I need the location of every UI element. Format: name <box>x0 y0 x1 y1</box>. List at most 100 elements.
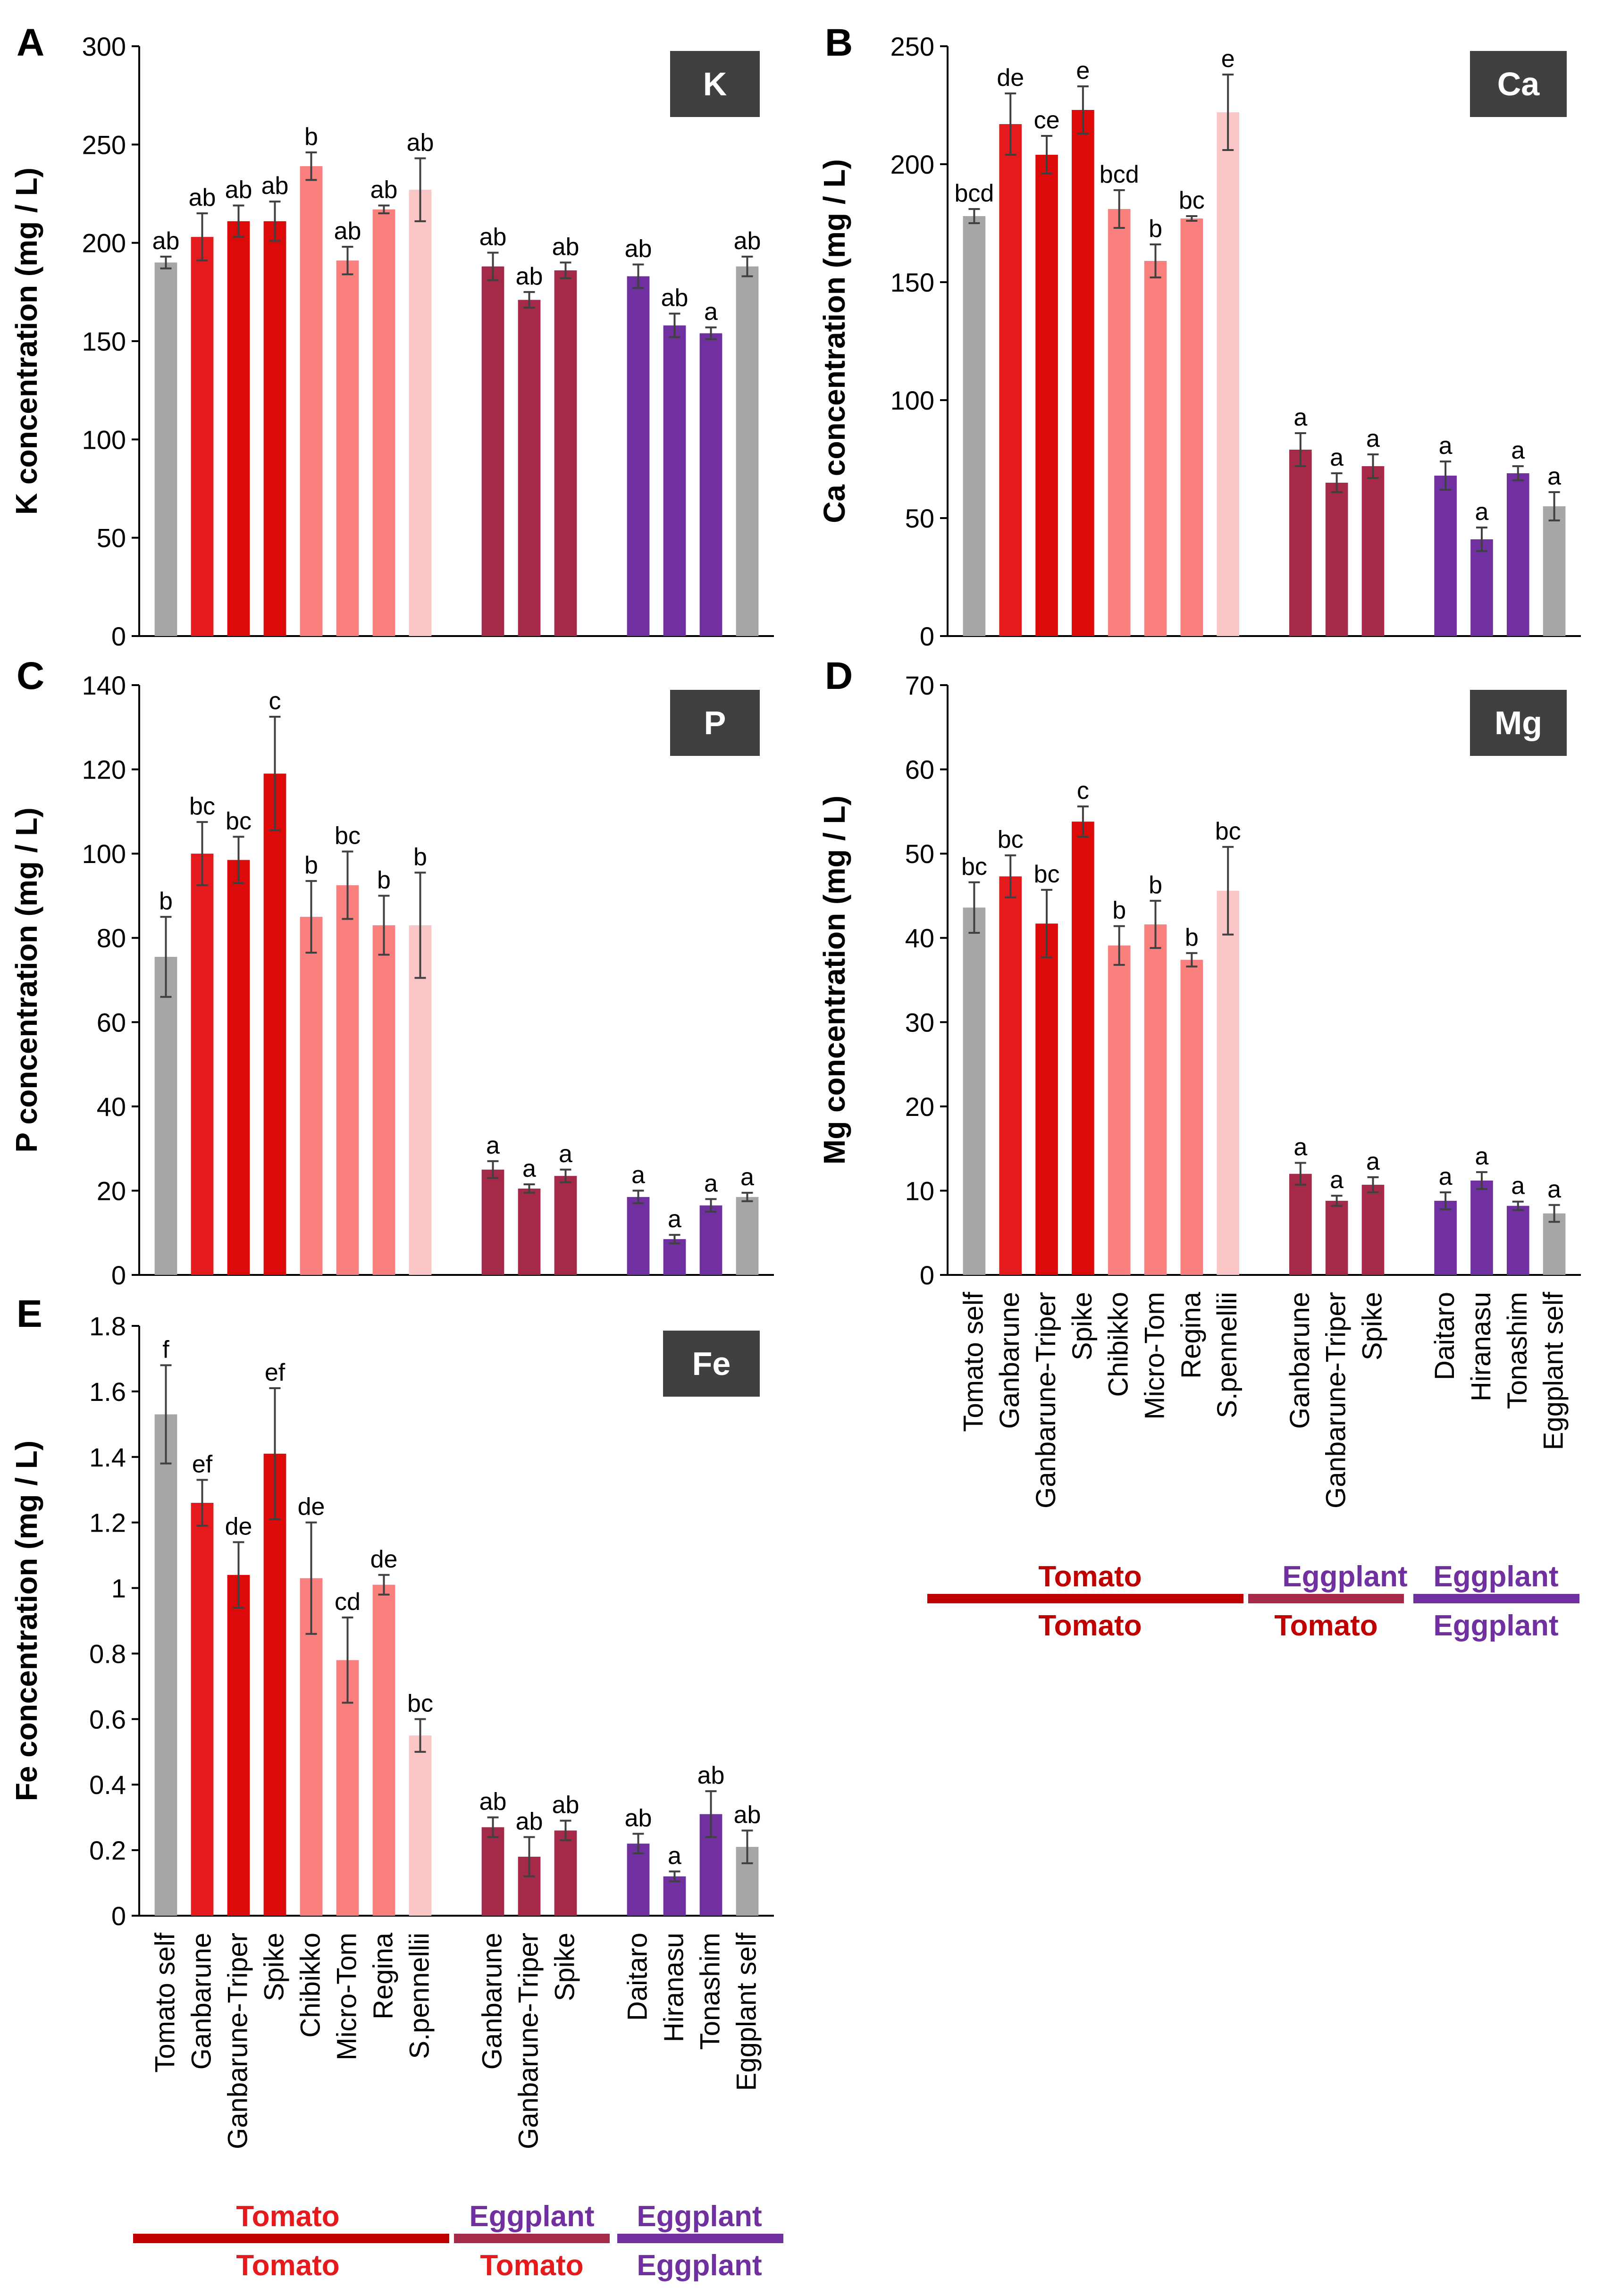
p-y-tick-label: 60 <box>97 1007 126 1037</box>
fe-y-tick-label: 0.6 <box>89 1704 126 1734</box>
group-bar-eggplant-e <box>617 2234 783 2243</box>
ca-significance-letter-ganbarune: a <box>1293 404 1307 431</box>
mg-bar-regina <box>1180 960 1203 1275</box>
group-bar-tomato-e <box>133 2234 449 2243</box>
ca-significance-letter-ganbarune-triper: a <box>1330 444 1344 471</box>
fe-category-label-ganbarune: Ganbarune <box>186 1933 217 2070</box>
fe-category-label-daitaro: Daitaro <box>622 1933 653 2021</box>
group-bar-mixed <box>1248 1594 1404 1603</box>
fe-category-label-ganbarune: Ganbarune <box>477 1933 508 2070</box>
mg-y-tick-label: 60 <box>905 755 934 785</box>
group-legend-left: Tomato Tomato Eggplant Tomato Eggplant E… <box>133 2200 783 2282</box>
mg-y-tick-label: 0 <box>920 1260 934 1290</box>
k-y-tick-label: 0 <box>111 621 126 651</box>
mg-significance-letter-regina: b <box>1185 924 1199 951</box>
fe-y-axis-title: Fe concentration (mg / L) <box>9 1441 43 1801</box>
p-significance-letter-ganbarune-triper: a <box>522 1155 536 1182</box>
ca-y-tick-label: 200 <box>890 150 934 179</box>
panel-letter-e: E <box>17 1292 42 1335</box>
mg-category-label-regina: Regina <box>1176 1291 1206 1379</box>
p-y-tick-label: 20 <box>97 1176 126 1206</box>
k-bar-spike <box>554 270 577 636</box>
fe-bar-spike <box>554 1830 577 1916</box>
mg-category-label-spike: Spike <box>1067 1292 1098 1360</box>
mg-bar-spike <box>1072 821 1094 1275</box>
panel-b-ca-chart: 0 50 100 150 200 250 Ca concentration (mg / L)… <box>817 32 1581 651</box>
ca-significance-letter-tonashim: a <box>1511 437 1525 464</box>
p-bar-daitaro <box>627 1197 650 1275</box>
k-significance-letter-tomato-self: ab <box>152 227 180 255</box>
fe-category-label-ganbarune-triper: Ganbarune-Triper <box>223 1933 253 2149</box>
fe-significance-letter-tomato-self: f <box>162 1336 169 1363</box>
p-bar-micro-tom <box>336 885 359 1275</box>
ca-significance-letter-chibikko: bcd <box>1100 161 1139 188</box>
ca-y-tick-label: 100 <box>890 385 934 415</box>
k-y-tick-label: 50 <box>97 523 126 553</box>
panel-letter-b: B <box>825 21 853 64</box>
panel-d-mg-chart: 0 10 20 30 40 50 60 70 Mg concentration (mg / L)… <box>817 670 1581 1508</box>
p-y-tick-label: 0 <box>111 1260 126 1290</box>
fe-category-label-eggplant-self: Eggplant self <box>731 1932 762 2091</box>
mg-y-axis-title: Mg concentration (mg / L) <box>817 796 851 1165</box>
k-bar-tomato-self <box>154 262 177 636</box>
ca-significance-letter-spike: e <box>1076 57 1090 84</box>
p-significance-letter-chibikko: b <box>304 852 318 879</box>
k-bar-ganbarune <box>481 266 504 636</box>
k-significance-letter-spike: ab <box>261 172 289 200</box>
k-significance-letter-ganbarune: ab <box>479 224 507 251</box>
p-significance-letter-ganbarune: bc <box>189 793 215 820</box>
k-significance-letter-ganbarune: ab <box>189 184 216 211</box>
mg-bar-ganbarune <box>999 876 1022 1275</box>
fe-category-label-ganbarune-triper: Ganbarune-Triper <box>513 1933 544 2149</box>
p-significance-letter-spike: a <box>559 1140 572 1168</box>
fe-category-label-s-pennellii: S.pennellii <box>404 1933 435 2059</box>
k-significance-letter-spike: ab <box>552 233 579 260</box>
mg-significance-letter-daitaro: a <box>1439 1163 1453 1190</box>
k-significance-letter-tonashim: a <box>704 298 718 326</box>
p-bar-ganbarune-triper <box>227 860 250 1275</box>
fe-significance-letter-ganbarune-triper: de <box>225 1513 252 1540</box>
fe-category-label-regina: Regina <box>368 1932 399 2019</box>
ca-significance-letter-spike: a <box>1366 425 1380 452</box>
mg-significance-letter-ganbarune: a <box>1293 1134 1307 1161</box>
fe-category-label-tomato-self: Tomato self <box>150 1932 181 2072</box>
group-label-tomato-scion-e: Tomato <box>236 2200 339 2233</box>
k-bar-chibikko <box>300 166 323 637</box>
group-label-eggplant-rootstock: Eggplant <box>1433 1609 1558 1642</box>
group-label-eggplant-scion-mixed: Eggplant <box>1282 1560 1407 1593</box>
mg-bar-ganbarune <box>1289 1173 1312 1275</box>
mg-category-label-hiranasu: Hiranasu <box>1466 1292 1496 1401</box>
p-significance-letter-regina: b <box>377 866 391 894</box>
p-significance-letter-tomato-self: b <box>159 888 173 915</box>
fe-significance-letter-spike: ab <box>552 1792 579 1819</box>
p-y-tick-label: 100 <box>82 839 126 869</box>
panel-letter-a: A <box>17 21 44 64</box>
panel-letter-c: C <box>17 654 44 697</box>
k-y-tick-label: 300 <box>82 32 126 61</box>
ca-y-tick-label: 50 <box>905 503 934 533</box>
mg-element-tag-label: Mg <box>1495 704 1542 741</box>
k-bar-ganbarune <box>191 237 214 637</box>
fe-category-label-hiranasu: Hiranasu <box>659 1933 689 2042</box>
p-significance-letter-daitaro: a <box>631 1161 645 1189</box>
fe-category-label-tonashim: Tonashim <box>695 1933 726 2050</box>
k-bar-ganbarune-triper <box>227 221 250 636</box>
fe-bar-ganbarune <box>481 1827 504 1916</box>
fe-bar-hiranasu <box>663 1876 686 1916</box>
k-significance-letter-ganbarune-triper: ab <box>516 263 543 290</box>
mg-significance-letter-tomato-self: bc <box>961 853 987 880</box>
ca-element-tag-label: Ca <box>1497 66 1540 102</box>
fe-significance-letter-regina: de <box>370 1546 398 1573</box>
fe-significance-letter-micro-tom: cd <box>335 1588 361 1616</box>
k-bar-micro-tom <box>336 260 359 636</box>
fe-significance-letter-spike: ef <box>265 1359 286 1386</box>
p-significance-letter-hiranasu: a <box>668 1206 681 1233</box>
ca-significance-letter-ganbarune-triper: ce <box>1034 107 1060 134</box>
p-significance-letter-spike: c <box>269 687 281 715</box>
p-bar-tonashim <box>699 1205 722 1275</box>
ca-bar-ganbarune-triper <box>1035 155 1058 636</box>
mg-bar-tomato-self <box>963 907 986 1275</box>
mg-significance-letter-eggplant-self: a <box>1547 1176 1561 1203</box>
ca-significance-letter-regina: bc <box>1179 187 1205 214</box>
